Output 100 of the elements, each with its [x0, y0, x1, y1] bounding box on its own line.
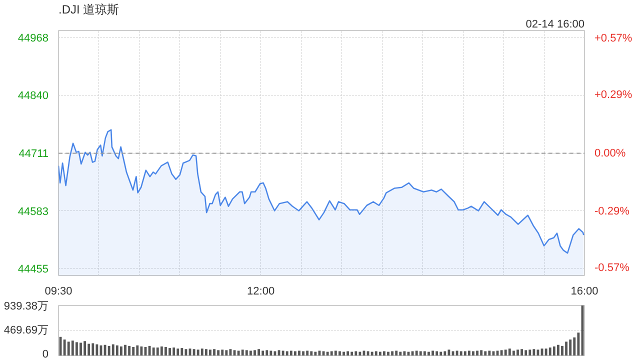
bar: [448, 350, 450, 356]
bar: [229, 349, 232, 356]
bar: [460, 351, 462, 356]
bar: [395, 350, 398, 356]
bar: [213, 349, 216, 356]
bar: [282, 350, 284, 356]
bar: [249, 350, 252, 356]
y-tick-label: 44840: [18, 90, 49, 102]
bar: [472, 351, 474, 356]
bar: [456, 350, 458, 356]
bar: [411, 351, 414, 356]
bar: [428, 352, 430, 356]
bar: [370, 352, 374, 356]
bar: [160, 346, 163, 356]
bar: [415, 350, 418, 356]
bar: [164, 346, 167, 356]
y2-tick-label: +0.29%: [594, 89, 632, 102]
bar: [577, 332, 580, 356]
bar: [528, 350, 532, 356]
bar: [565, 342, 568, 356]
bar: [444, 351, 446, 356]
bar: [88, 344, 90, 356]
bar: [476, 350, 478, 356]
bar: [548, 348, 552, 356]
bar: [180, 348, 184, 356]
bar: [196, 350, 200, 356]
bar: [419, 351, 422, 356]
bar: [266, 350, 268, 356]
bar: [184, 349, 188, 356]
bar: [569, 340, 572, 356]
y-tick-label: 44455: [18, 263, 49, 276]
bar: [96, 344, 98, 356]
bar: [245, 350, 248, 356]
y-tick-label: 44583: [18, 206, 49, 218]
bar: [241, 350, 244, 356]
bar: [552, 346, 556, 356]
bar: [204, 349, 208, 356]
bar: [504, 350, 507, 356]
bar: [484, 351, 487, 356]
y-tick-label: 0: [42, 348, 49, 360]
bar: [128, 346, 131, 356]
bar: [512, 350, 515, 356]
bar: [338, 351, 341, 356]
chart-title: .DJI 道琼斯: [58, 2, 120, 16]
bar: [378, 352, 382, 356]
bar: [192, 349, 196, 356]
bar: [168, 348, 171, 356]
bar: [217, 350, 220, 356]
bar: [524, 350, 528, 356]
bar: [342, 352, 345, 356]
bar: [237, 350, 240, 356]
bar: [326, 352, 329, 356]
bar: [156, 348, 159, 356]
bar: [302, 351, 305, 356]
bar: [140, 346, 143, 356]
x-tick-label: 09:30: [44, 286, 72, 298]
bar: [500, 350, 503, 356]
bar: [298, 350, 300, 356]
bar: [350, 352, 354, 356]
bar: [464, 351, 466, 356]
bar: [440, 352, 442, 356]
bar: [544, 348, 548, 356]
bar: [148, 346, 151, 356]
bar: [330, 351, 333, 356]
bar: [346, 351, 350, 356]
bar: [391, 351, 394, 356]
text: 02-14 16:00: [526, 18, 584, 30]
bar: [306, 350, 309, 356]
y-tick-label: 44711: [18, 148, 49, 160]
bar: [387, 352, 390, 356]
bar: [508, 348, 511, 356]
bar: [290, 350, 292, 356]
bar: [262, 350, 264, 356]
bar: [520, 349, 523, 356]
bar: [209, 350, 212, 356]
y-tick-label: 44968: [18, 32, 49, 45]
bar: [383, 351, 386, 356]
bar: [314, 352, 317, 356]
bar: [561, 346, 564, 356]
bar: [254, 350, 256, 356]
bar: [152, 348, 155, 356]
bar: [225, 350, 228, 356]
bar: [270, 350, 272, 356]
bar: [516, 350, 519, 356]
bar: [136, 345, 139, 356]
bar: [116, 345, 118, 356]
bar: [354, 351, 358, 356]
bar: [80, 342, 82, 356]
y2-tick-label: +0.57%: [594, 32, 632, 45]
bar: [67, 342, 70, 356]
bar: [492, 351, 495, 356]
bar: [286, 351, 288, 356]
bar: [358, 352, 362, 356]
bar: [63, 340, 66, 356]
bar: [399, 352, 402, 356]
bar: [132, 346, 135, 356]
bar: [112, 344, 114, 356]
y-tick-label: 939.38万: [4, 300, 49, 312]
bar: [258, 349, 260, 356]
bar: [84, 341, 86, 356]
